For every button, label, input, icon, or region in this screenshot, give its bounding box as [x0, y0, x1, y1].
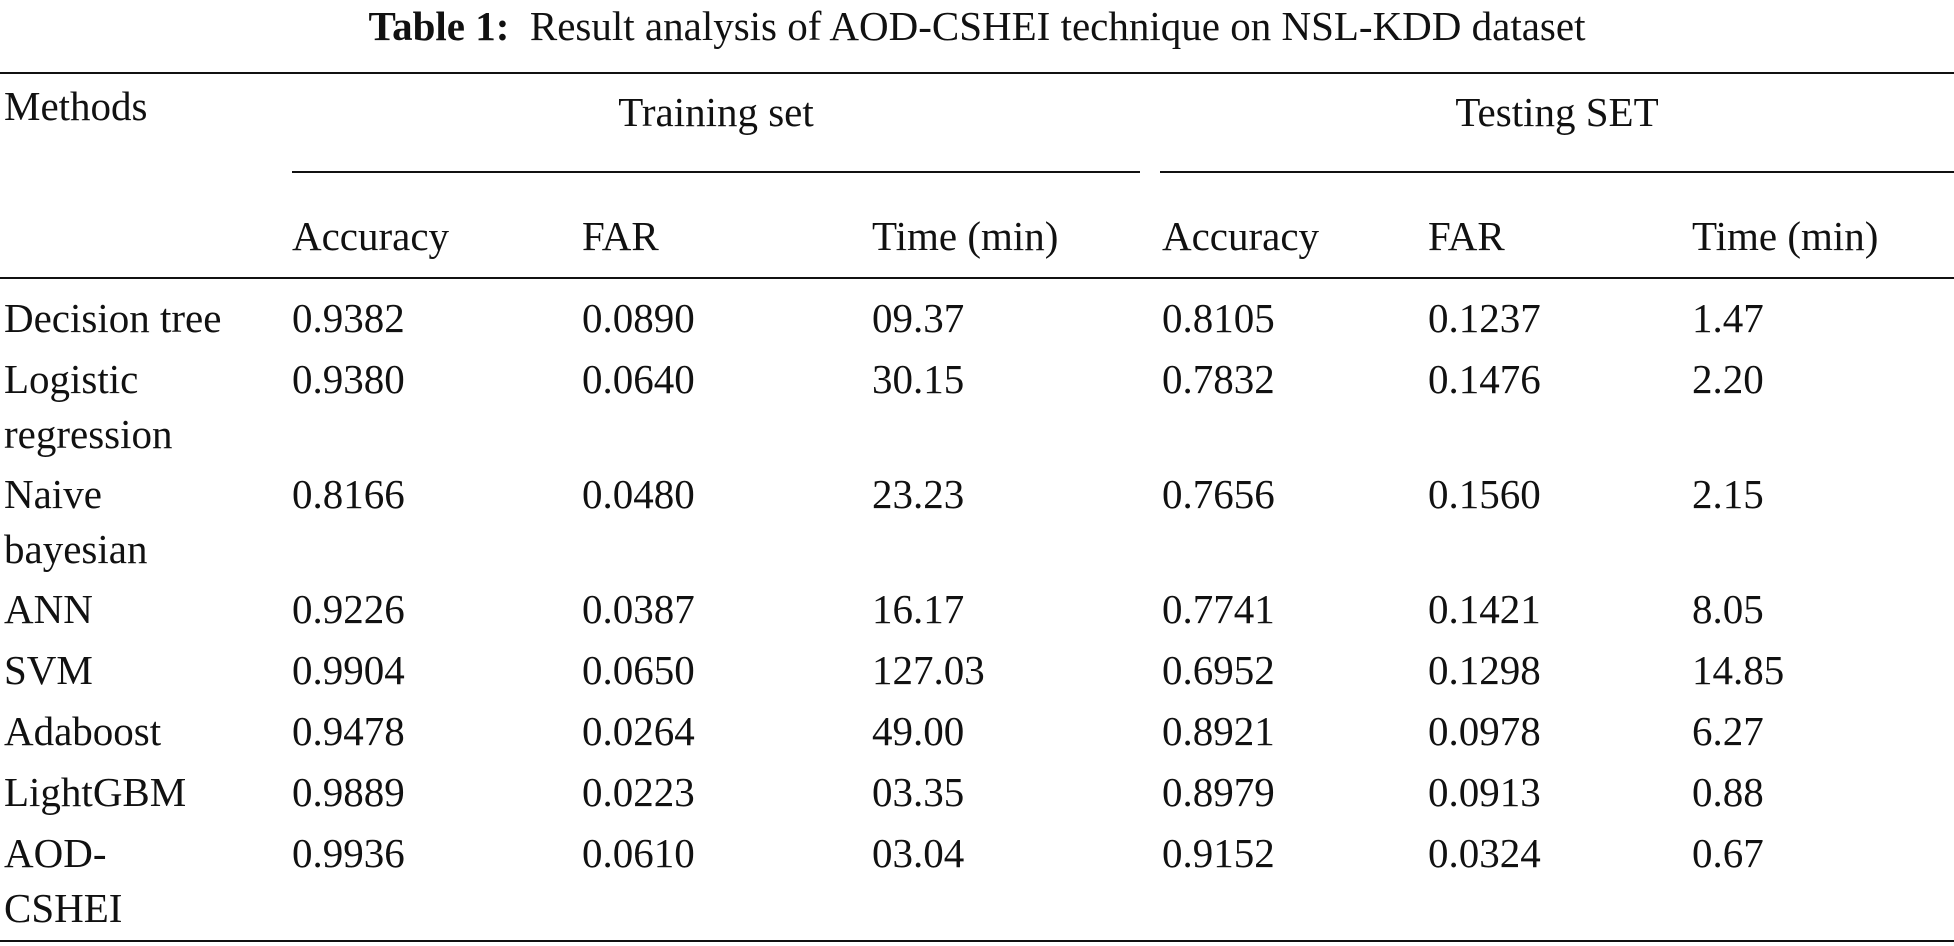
cell-test-accuracy: 0.8921	[1162, 708, 1275, 754]
row-method: ANN	[4, 586, 93, 632]
testing-group-rule	[1160, 171, 1954, 173]
cell-test-far: 0.1421	[1428, 586, 1541, 632]
row-method: SVM	[4, 647, 93, 693]
table-caption: Table 1: Result analysis of AOD-CSHEI te…	[0, 2, 1954, 50]
cell-test-time: 14.85	[1692, 647, 1785, 693]
cell-train-far: 0.0610	[582, 830, 695, 876]
cell-train-time: 23.23	[872, 471, 965, 517]
cell-test-accuracy: 0.9152	[1162, 830, 1275, 876]
cell-test-far: 0.1476	[1428, 356, 1541, 402]
cell-train-time: 09.37	[872, 295, 965, 341]
cell-test-accuracy: 0.8105	[1162, 295, 1275, 341]
cell-train-far: 0.0223	[582, 769, 695, 815]
cell-train-time: 16.17	[872, 586, 965, 632]
caption-label: Table 1:	[368, 3, 510, 49]
cell-train-far: 0.0650	[582, 647, 695, 693]
cell-train-accuracy: 0.9936	[292, 830, 405, 876]
cell-test-time: 1.47	[1692, 295, 1764, 341]
cell-train-time: 127.03	[872, 647, 985, 693]
cell-test-far: 0.0324	[1428, 830, 1541, 876]
row-method: Naive bayesian	[4, 471, 148, 572]
cell-test-time: 8.05	[1692, 586, 1764, 632]
cell-train-far: 0.0387	[582, 586, 695, 632]
top-rule	[0, 72, 1954, 74]
cell-test-far: 0.1237	[1428, 295, 1541, 341]
cell-train-far: 0.0480	[582, 471, 695, 517]
col-header-test-time: Time (min)	[1692, 213, 1879, 259]
col-header-train-time: Time (min)	[872, 213, 1059, 259]
cell-test-far: 0.0913	[1428, 769, 1541, 815]
row-method: Decision tree	[4, 295, 222, 341]
cell-test-time: 6.27	[1692, 708, 1764, 754]
cell-train-far: 0.0890	[582, 295, 695, 341]
header-bottom-rule	[0, 277, 1954, 279]
cell-test-accuracy: 0.8979	[1162, 769, 1275, 815]
cell-train-time: 03.04	[872, 830, 965, 876]
cell-train-accuracy: 0.9382	[292, 295, 405, 341]
cell-train-accuracy: 0.8166	[292, 471, 405, 517]
cell-test-accuracy: 0.7656	[1162, 471, 1275, 517]
cell-train-far: 0.0640	[582, 356, 695, 402]
caption-text: Result analysis of AOD-CSHEI technique o…	[529, 3, 1586, 49]
cell-test-time: 2.20	[1692, 356, 1764, 402]
bottom-rule	[0, 940, 1954, 942]
cell-test-time: 0.88	[1692, 769, 1764, 815]
cell-train-accuracy: 0.9478	[292, 708, 405, 754]
cell-train-time: 30.15	[872, 356, 965, 402]
cell-test-far: 0.1560	[1428, 471, 1541, 517]
cell-test-accuracy: 0.7741	[1162, 586, 1275, 632]
row-method: LightGBM	[4, 769, 187, 815]
row-method: AOD- CSHEI	[4, 830, 123, 931]
methods-header: Methods	[4, 83, 148, 129]
cell-train-accuracy: 0.9889	[292, 769, 405, 815]
cell-test-time: 2.15	[1692, 471, 1764, 517]
cell-test-far: 0.1298	[1428, 647, 1541, 693]
training-set-header: Training set	[618, 89, 814, 135]
cell-train-accuracy: 0.9904	[292, 647, 405, 693]
cell-test-time: 0.67	[1692, 830, 1764, 876]
col-header-test-accuracy: Accuracy	[1162, 213, 1320, 259]
cell-train-time: 03.35	[872, 769, 965, 815]
col-header-train-far: FAR	[582, 213, 659, 259]
training-group-rule	[292, 171, 1140, 173]
cell-train-time: 49.00	[872, 708, 965, 754]
col-header-train-accuracy: Accuracy	[292, 213, 450, 259]
row-method: Adaboost	[4, 708, 162, 754]
cell-test-accuracy: 0.6952	[1162, 647, 1275, 693]
cell-test-far: 0.0978	[1428, 708, 1541, 754]
cell-train-accuracy: 0.9380	[292, 356, 405, 402]
col-header-test-far: FAR	[1428, 213, 1505, 259]
testing-set-header: Testing SET	[1455, 89, 1659, 135]
row-method: Logistic regression	[4, 356, 173, 457]
cell-train-far: 0.0264	[582, 708, 695, 754]
cell-train-accuracy: 0.9226	[292, 586, 405, 632]
cell-test-accuracy: 0.7832	[1162, 356, 1275, 402]
